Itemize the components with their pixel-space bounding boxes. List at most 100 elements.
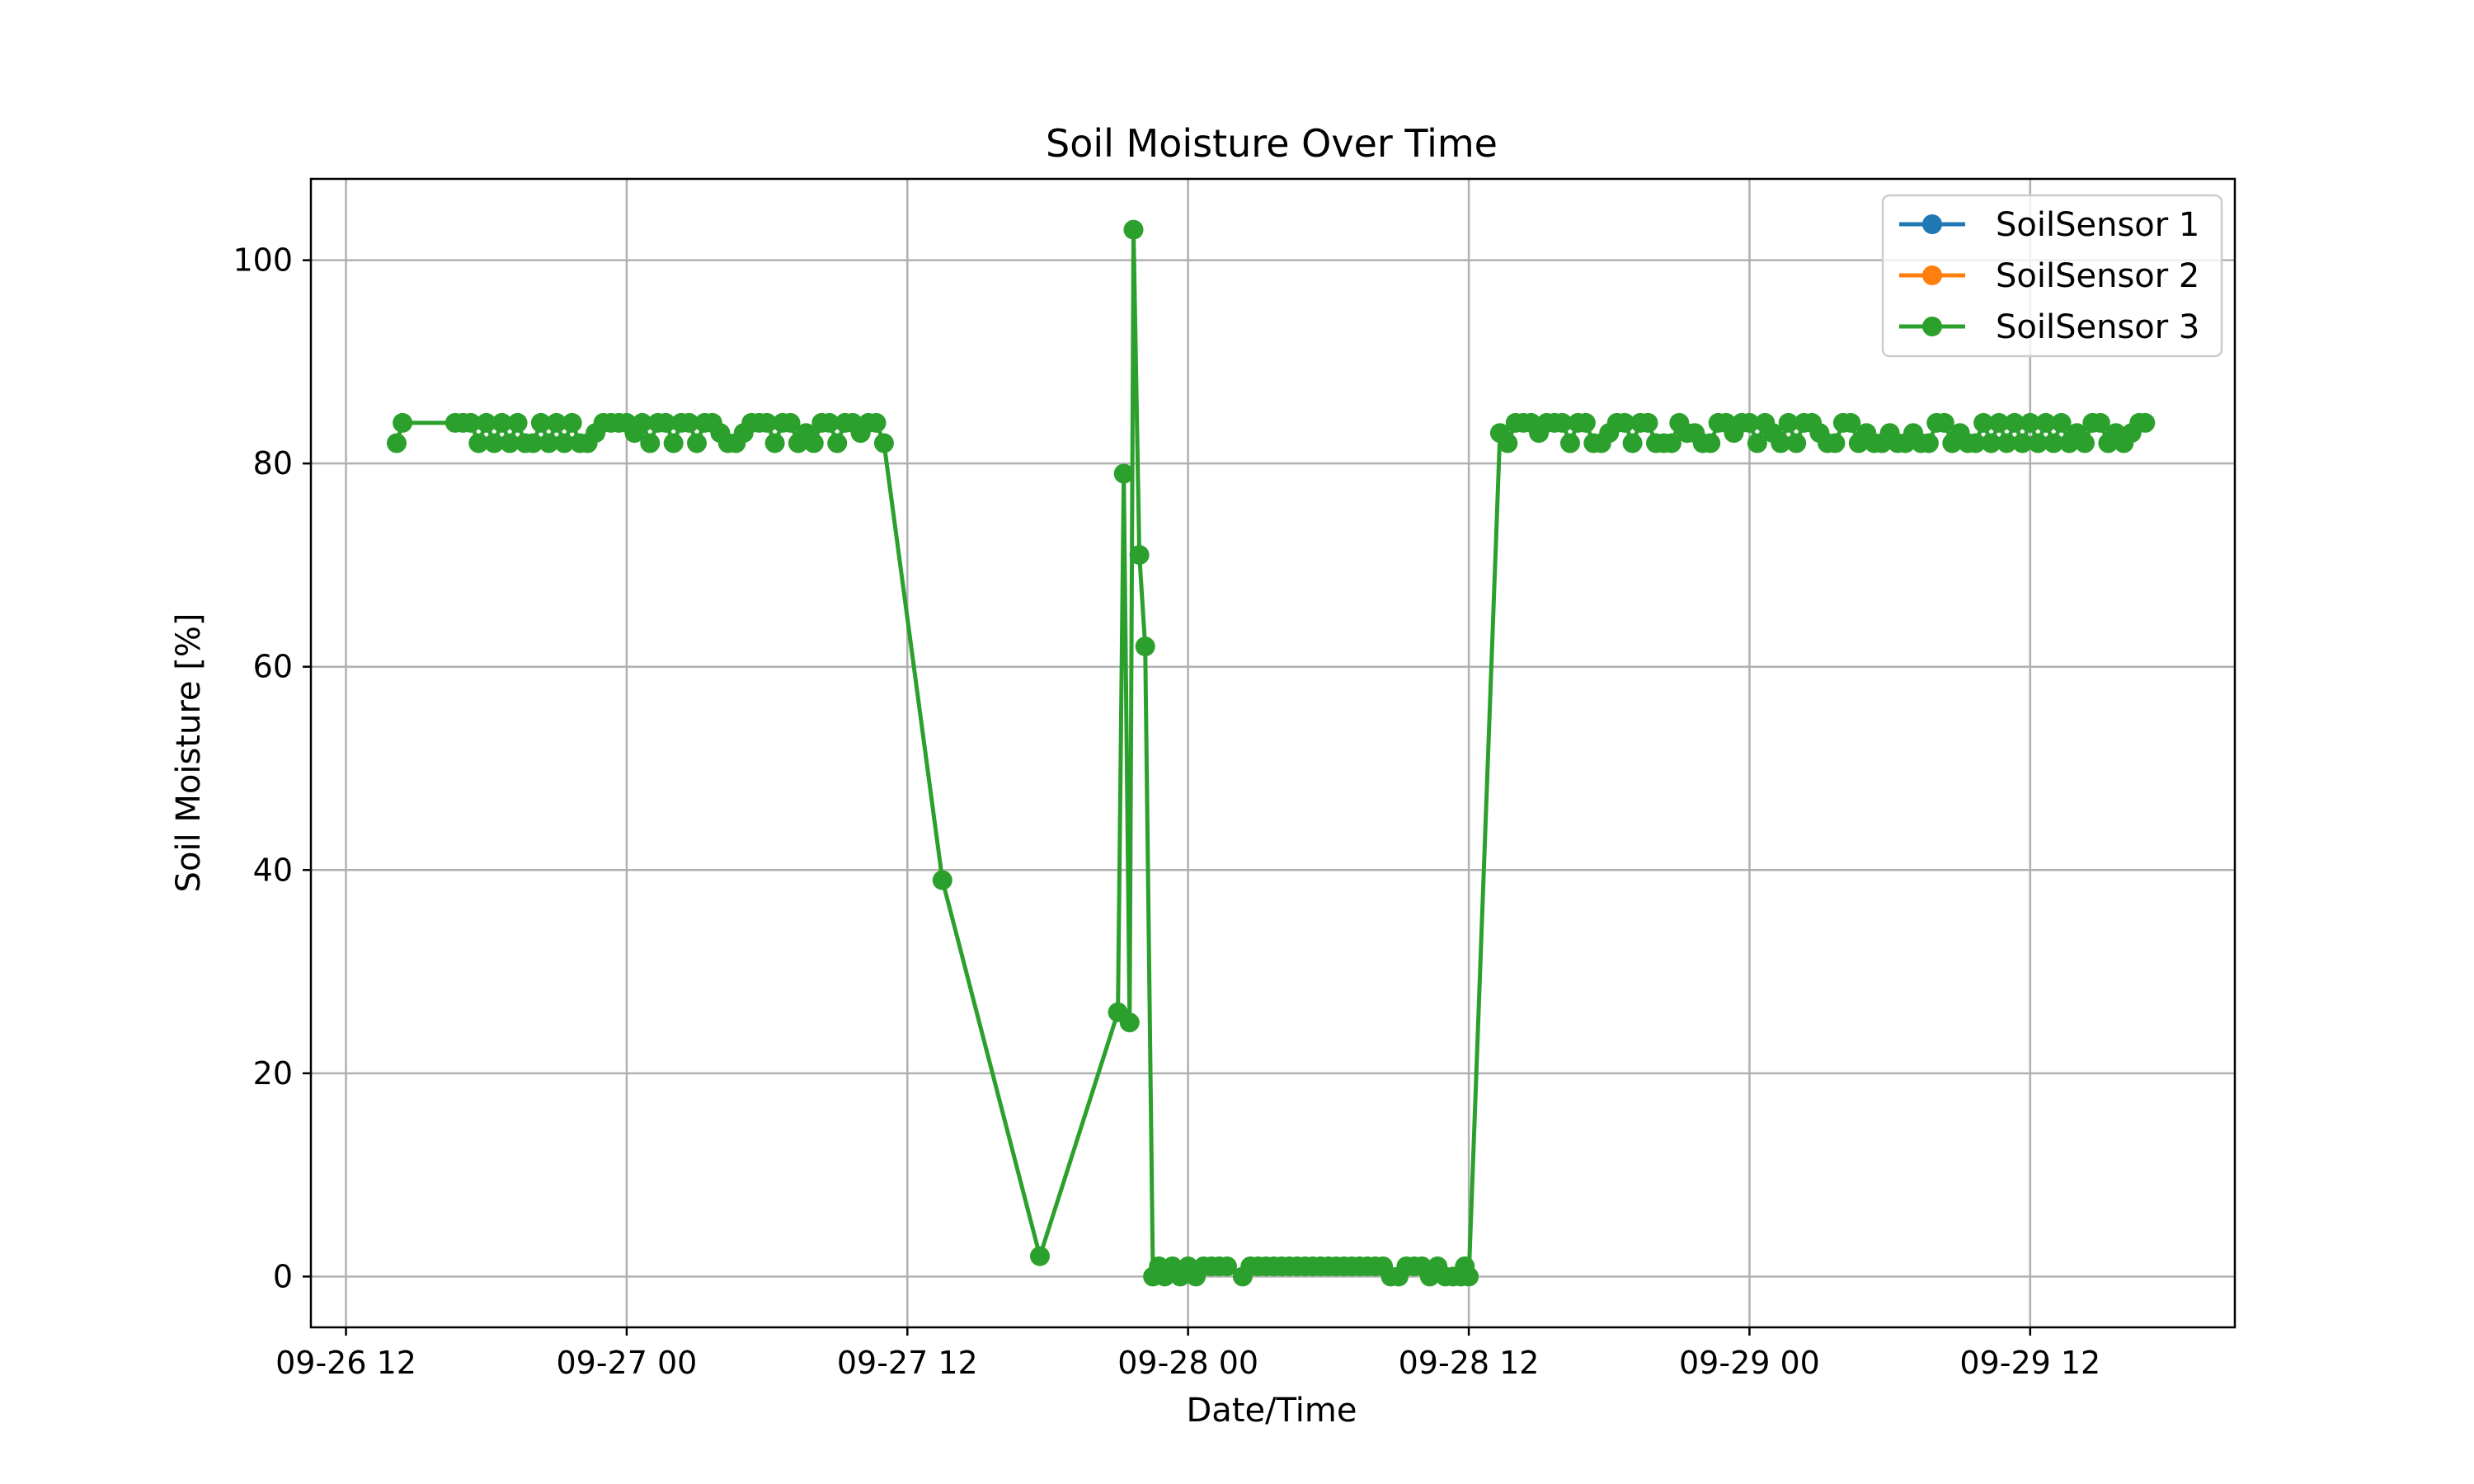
y-axis-label: Soil Moisture [%] xyxy=(170,613,208,893)
legend-marker xyxy=(1922,214,1942,234)
legend-marker xyxy=(1922,317,1942,336)
axes-frame xyxy=(309,177,2236,1329)
data-point xyxy=(523,433,543,453)
data-point xyxy=(1119,1012,1140,1033)
y-tick-label: 40 xyxy=(253,852,293,888)
data-point xyxy=(827,433,848,453)
data-point xyxy=(2090,412,2110,433)
data-point xyxy=(492,412,512,433)
data-point xyxy=(1622,433,1643,453)
data-point xyxy=(1113,463,1134,484)
data-point xyxy=(819,412,840,433)
x-tick-label: 09-29 00 xyxy=(1679,1345,1820,1381)
data-point xyxy=(1989,412,2009,433)
data-point xyxy=(1739,412,1760,433)
y-axis: 0 20 40 60 80 100 xyxy=(233,242,311,1294)
data-point xyxy=(2075,433,2095,453)
data-point xyxy=(1560,433,1580,453)
data-point xyxy=(687,433,707,453)
data-point xyxy=(1997,433,2017,453)
data-point xyxy=(2004,412,2025,433)
legend-box xyxy=(1881,194,2223,358)
series-3 xyxy=(387,219,2156,1287)
x-tick-label: 09-28 12 xyxy=(1399,1345,1540,1381)
y-tick-label: 60 xyxy=(253,649,293,685)
data-point xyxy=(764,433,785,453)
data-point xyxy=(1981,433,2001,453)
data-point xyxy=(932,870,952,890)
data-point xyxy=(780,412,801,433)
data-point xyxy=(1934,412,1954,433)
data-point xyxy=(530,412,551,433)
legend-item: SoilSensor 2 xyxy=(1899,257,2199,295)
data-point xyxy=(632,412,652,433)
data-point xyxy=(663,433,684,453)
x-tick-label: 09-26 12 xyxy=(275,1345,416,1381)
x-axis: 09-26 12 09-27 00 09-27 12 09-28 00 09-28 12… xyxy=(275,1327,2100,1381)
data-point xyxy=(873,433,894,453)
x-tick-label: 09-28 00 xyxy=(1117,1345,1258,1381)
legend-item: SoilSensor 1 xyxy=(1899,206,2199,244)
grid-lines xyxy=(311,179,2235,1327)
data-point xyxy=(1965,433,1986,453)
data-point xyxy=(1786,433,1807,453)
data-point xyxy=(507,412,528,433)
chart-title: Soil Moisture Over Time xyxy=(1046,121,1498,166)
data-point xyxy=(1918,433,1939,453)
legend-label: SoilSensor 2 xyxy=(1996,257,2199,295)
data-point xyxy=(468,433,489,453)
x-tick-label: 09-27 00 xyxy=(556,1345,697,1381)
data-point xyxy=(554,433,575,453)
x-tick-label: 09-27 12 xyxy=(837,1345,978,1381)
data-point xyxy=(757,412,778,433)
data-point xyxy=(539,433,559,453)
data-point xyxy=(476,412,496,433)
legend-label: SoilSensor 3 xyxy=(1996,308,2199,346)
data-point xyxy=(1700,433,1721,453)
data-point xyxy=(1498,433,1518,453)
data-point xyxy=(866,412,887,433)
data-point xyxy=(2020,412,2040,433)
data-point xyxy=(1973,412,1994,433)
data-point xyxy=(1030,1246,1050,1266)
data-point xyxy=(2135,412,2156,433)
data-point xyxy=(1552,412,1573,433)
x-tick-label: 09-29 12 xyxy=(1959,1345,2100,1381)
data-point xyxy=(546,412,567,433)
data-point xyxy=(2012,433,2033,453)
data-point xyxy=(1778,412,1799,433)
data-point xyxy=(1135,636,1155,657)
data-point xyxy=(2044,433,2064,453)
plot-area xyxy=(387,219,2156,1287)
data-point xyxy=(1771,433,1791,453)
legend-item: SoilSensor 3 xyxy=(1899,308,2199,346)
y-tick-label: 20 xyxy=(253,1055,293,1092)
data-point xyxy=(500,433,520,453)
data-point xyxy=(562,412,582,433)
data-point xyxy=(2051,412,2072,433)
data-point xyxy=(393,412,413,433)
data-point xyxy=(1615,412,1635,433)
x-axis-label: Date/Time xyxy=(1187,1392,1357,1430)
data-point xyxy=(1129,545,1150,566)
data-point xyxy=(2028,433,2048,453)
data-point xyxy=(1747,433,1767,453)
data-point xyxy=(387,433,407,453)
data-point xyxy=(2035,412,2056,433)
data-point xyxy=(1123,219,1144,240)
legend-label: SoilSensor 1 xyxy=(1996,206,2199,244)
legend: SoilSensor 1 SoilSensor 2 SoilSensor 3 xyxy=(1881,194,2223,358)
data-point xyxy=(803,433,824,453)
data-point xyxy=(1661,433,1681,453)
data-point xyxy=(1825,433,1846,453)
data-point xyxy=(1459,1266,1479,1287)
data-point xyxy=(1575,412,1596,433)
data-point xyxy=(656,412,676,433)
y-tick-label: 80 xyxy=(253,445,293,481)
data-point xyxy=(679,412,699,433)
data-point xyxy=(1217,1256,1237,1276)
y-tick-label: 100 xyxy=(233,242,293,279)
data-point xyxy=(640,433,661,453)
data-point xyxy=(484,433,505,453)
